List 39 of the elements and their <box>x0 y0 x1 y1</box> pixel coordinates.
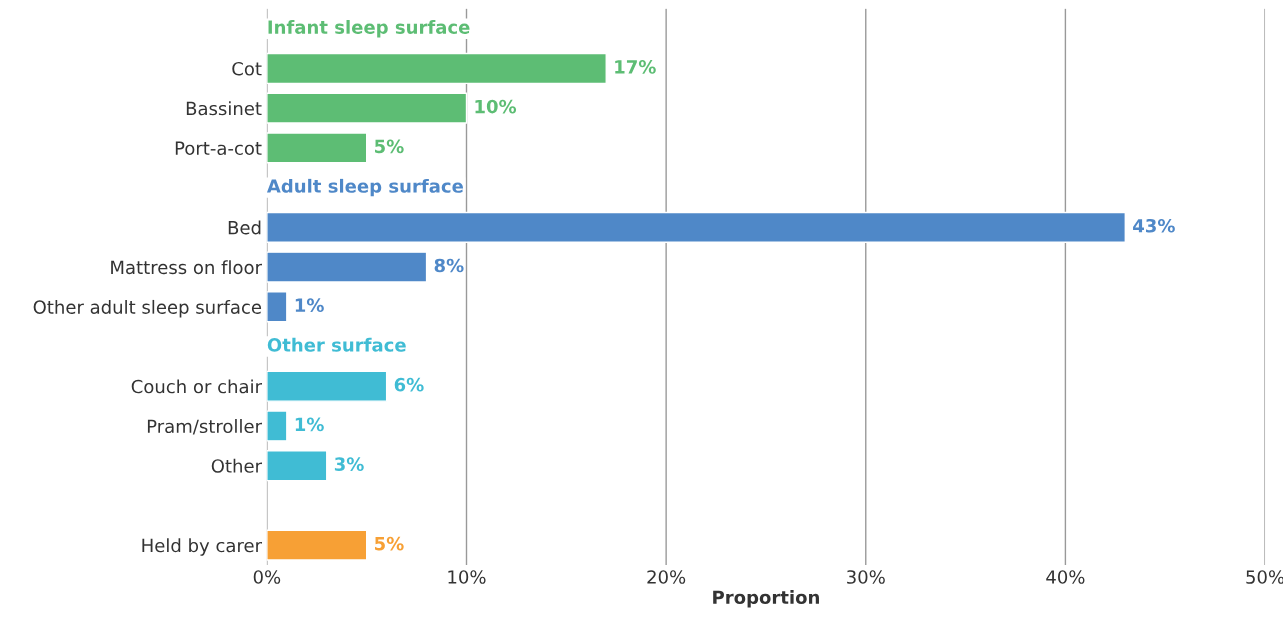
y-tick-label: Port-a-cot <box>175 141 262 155</box>
series-label: Other surface <box>267 337 406 352</box>
bar <box>266 52 607 85</box>
x-tick-label: 30% <box>847 570 885 584</box>
y-tick-label: Mattress on floor <box>111 260 263 275</box>
data-label: 8% <box>434 258 464 273</box>
data-label: 1% <box>295 298 324 313</box>
y-tick-label: Couch or chair <box>131 379 262 394</box>
data-label: 3% <box>334 457 364 471</box>
x-tick-label: 40% <box>1046 570 1085 584</box>
y-tick-label: Other <box>211 458 262 473</box>
bar <box>266 450 328 482</box>
y-tick-label: Cot <box>232 61 262 76</box>
data-label: 5% <box>375 139 404 154</box>
bar <box>266 410 288 442</box>
x-axis-title: Proportion <box>713 590 819 608</box>
x-tick-label: 10% <box>448 570 486 584</box>
data-label: 1% <box>295 417 324 432</box>
data-label: 17% <box>615 60 656 74</box>
x-tick-label: 0% <box>253 570 281 584</box>
data-label: 43% <box>1133 218 1175 233</box>
y-tick-label: Held by carer <box>142 538 262 556</box>
bar <box>266 211 1126 243</box>
data-label: 5% <box>375 536 404 551</box>
y-tick-label: Other adult sleep surface <box>33 299 262 318</box>
data-label: 6% <box>394 377 424 392</box>
y-tick-label: Bed <box>228 220 261 235</box>
bar <box>266 370 388 402</box>
bar <box>266 529 368 561</box>
y-tick-label: Pram/stroller <box>147 419 263 435</box>
x-tick-label: 20% <box>647 570 686 584</box>
series-label: Infant sleep surface <box>268 19 470 38</box>
series-label: Adult sleep surface <box>266 178 463 197</box>
y-tick-label: Bassinet <box>186 101 262 116</box>
data-label: 10% <box>475 99 517 114</box>
bar <box>266 92 468 124</box>
bar <box>266 291 288 323</box>
bar <box>266 251 428 283</box>
bar <box>266 132 368 164</box>
